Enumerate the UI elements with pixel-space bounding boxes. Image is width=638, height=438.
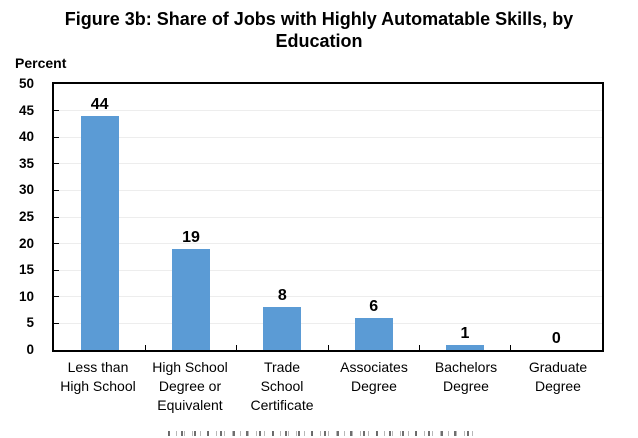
cropped-caption-fragment (168, 431, 473, 436)
y-tick-mark (54, 163, 59, 165)
y-tick-mark (54, 269, 59, 271)
gridline (54, 243, 602, 245)
y-tick-label: 50 (18, 76, 34, 91)
y-tick-label: 20 (18, 235, 34, 251)
gridline (54, 322, 602, 324)
bar-value-label: 6 (369, 298, 379, 316)
y-tick-mark (54, 296, 59, 298)
y-tick-label: 35 (18, 155, 34, 171)
y-tick-label: 25 (18, 209, 34, 224)
gridline (54, 163, 602, 165)
x-axis-category-labels: Less than High School High School Degree … (52, 358, 604, 415)
chart-title: Figure 3b: Share of Jobs with Highly Aut… (64, 9, 574, 51)
y-tick-label: 30 (18, 182, 34, 198)
bar-value-label: 19 (182, 228, 200, 246)
x-tick-mark (327, 345, 329, 350)
bar (354, 318, 393, 350)
x-tick-mark (418, 345, 420, 350)
y-tick-label: 5 (26, 315, 34, 331)
x-tick-mark (236, 345, 238, 350)
y-tick-mark (54, 216, 59, 218)
bar (80, 115, 119, 350)
bar (446, 344, 484, 350)
x-tick-mark (510, 345, 512, 350)
gridline (54, 136, 602, 138)
gridline (54, 296, 602, 298)
y-tick-mark (54, 110, 59, 112)
y-tick-label: 45 (18, 102, 34, 118)
y-tick-label: 15 (18, 262, 34, 278)
gridline (54, 216, 602, 218)
plot-area: 44 19 8 6 1 0 (52, 82, 604, 352)
y-tick-mark (54, 322, 59, 324)
category-label: High School Degree or Equivalent (152, 359, 228, 413)
y-tick-label: 0 (26, 342, 34, 357)
category-label: Graduate Degree (528, 359, 588, 394)
y-axis-title: Percent (15, 55, 67, 71)
y-tick-label: 10 (18, 288, 34, 304)
bar (263, 307, 302, 350)
y-tick-mark (54, 136, 59, 138)
y-tick-mark (54, 189, 59, 191)
bar (172, 248, 210, 350)
x-tick-mark (144, 345, 146, 350)
category-label: Bachelors Degree (434, 359, 498, 394)
y-tick-mark (54, 243, 59, 245)
category-label: Associates Degree (340, 359, 408, 394)
bar-value-label: 0 (551, 330, 561, 347)
gridline (54, 269, 602, 271)
bar-value-label: 44 (90, 95, 109, 113)
y-tick-label: 40 (18, 129, 34, 145)
category-label: Less than High School (60, 359, 136, 394)
bar-value-label: 8 (277, 287, 287, 305)
gridline (54, 110, 602, 112)
bar-value-label: 1 (460, 324, 470, 342)
gridline (54, 189, 602, 191)
category-label: Trade School Certificate (250, 359, 314, 413)
